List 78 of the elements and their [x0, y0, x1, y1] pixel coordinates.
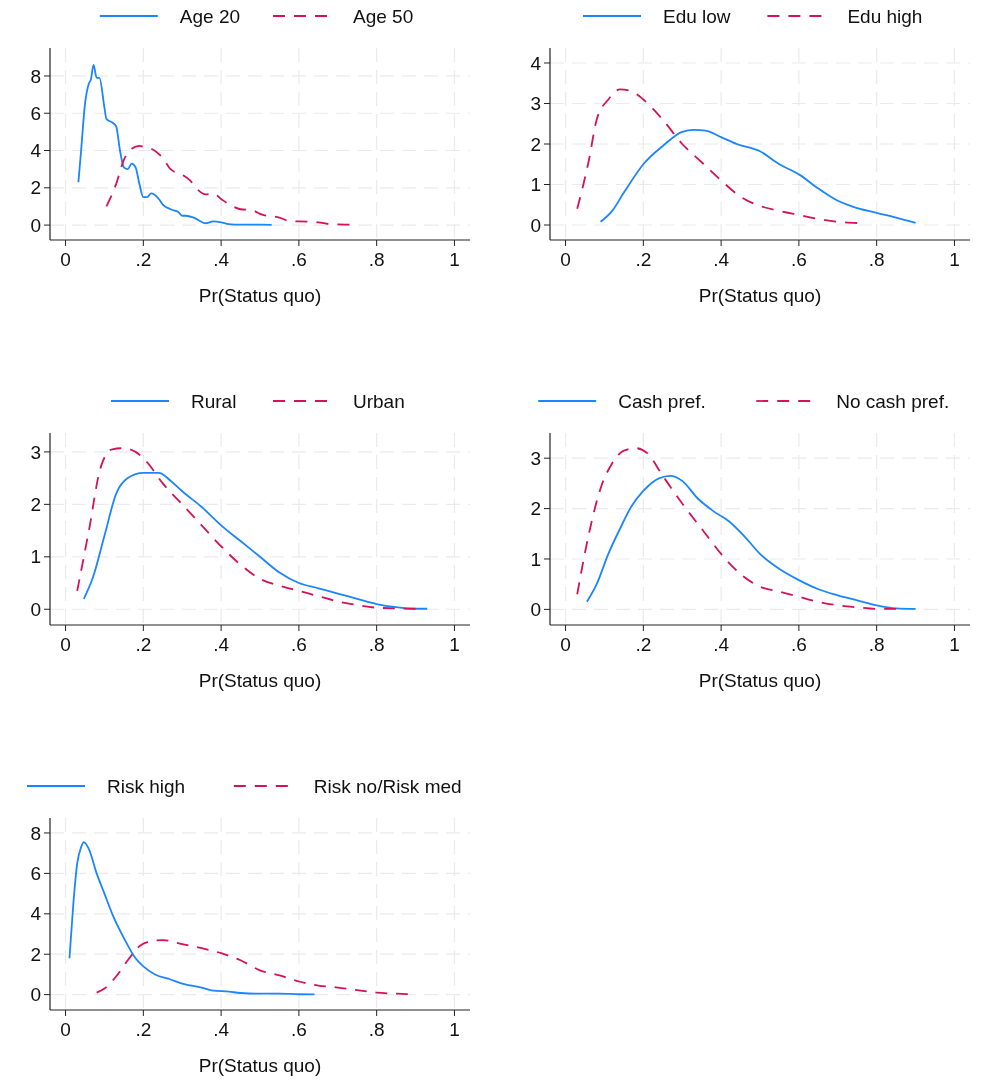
x-tick-label: .8 [368, 249, 385, 270]
y-tick-label: 3 [530, 447, 541, 469]
x-tick-label: .4 [713, 249, 730, 270]
x-tick-label: 1 [949, 249, 960, 270]
y-tick-label: 3 [530, 93, 541, 115]
y-tick-label: 4 [530, 52, 542, 74]
line-series [576, 88, 859, 224]
y-tick-label: 3 [30, 441, 41, 463]
y-tick-label: 2 [30, 177, 41, 199]
legend-label: No cash pref. [836, 390, 950, 412]
legend-label: Edu low [663, 5, 731, 27]
y-tick-label: 2 [30, 943, 41, 965]
x-tick-label: 0 [560, 634, 571, 655]
x-axis-title: Pr(Status quo) [698, 285, 822, 306]
line-series [576, 447, 898, 610]
y-tick-label: 8 [30, 65, 41, 87]
x-tick-label: 0 [60, 634, 71, 655]
line-series [77, 63, 273, 226]
x-tick-label: .6 [790, 249, 807, 270]
y-tick-label: 6 [30, 863, 41, 885]
x-tick-label: .2 [635, 249, 652, 270]
x-tick-label: 0 [60, 249, 71, 270]
x-tick-label: 0 [560, 249, 571, 270]
x-tick-label: .2 [635, 634, 652, 655]
legend-label: Edu high [847, 5, 923, 27]
legend-label: Cash pref. [618, 390, 706, 412]
y-tick-label: 0 [530, 214, 541, 236]
x-tick-label: .8 [368, 1019, 385, 1040]
line-series [105, 144, 351, 226]
x-tick-label: .2 [135, 1019, 152, 1040]
x-tick-label: .4 [213, 249, 230, 270]
legend-label: Age 20 [179, 5, 241, 27]
y-tick-label: 0 [30, 984, 41, 1006]
line-series [68, 841, 316, 996]
line-series [76, 447, 417, 610]
line-series [82, 471, 429, 610]
y-tick-label: 1 [530, 174, 541, 196]
x-axis-title: Pr(Status quo) [198, 285, 322, 306]
x-tick-label: 1 [949, 634, 960, 655]
x-axis-title: Pr(Status quo) [198, 1055, 322, 1076]
y-tick-label: 2 [530, 133, 541, 155]
y-tick-label: 1 [530, 548, 541, 570]
x-tick-label: .4 [713, 634, 730, 655]
legend-label: Rural [191, 390, 237, 412]
line-series [599, 128, 917, 224]
y-tick-label: 4 [30, 903, 42, 925]
legend-label: Urban [353, 390, 405, 412]
x-tick-label: .8 [868, 634, 885, 655]
y-tick-label: 0 [30, 214, 41, 236]
y-tick-label: 0 [30, 598, 41, 620]
legend-label: Age 50 [353, 5, 414, 27]
x-tick-label: .2 [135, 634, 152, 655]
x-axis-title: Pr(Status quo) [698, 670, 822, 691]
legend-label: Risk no/Risk med [313, 775, 462, 797]
y-tick-label: 2 [30, 493, 41, 515]
y-tick-label: 2 [530, 498, 541, 520]
y-tick-label: 0 [530, 599, 541, 621]
x-tick-label: .6 [290, 249, 307, 270]
x-tick-label: 1 [449, 634, 460, 655]
y-tick-label: 4 [30, 140, 42, 162]
y-tick-label: 8 [30, 822, 41, 844]
x-tick-label: .2 [135, 249, 152, 270]
x-tick-label: .8 [368, 634, 385, 655]
x-axis-title: Pr(Status quo) [198, 670, 322, 691]
y-tick-label: 6 [30, 102, 41, 124]
y-tick-label: 1 [30, 546, 41, 568]
x-tick-label: .4 [213, 1019, 230, 1040]
x-tick-label: .6 [290, 1019, 307, 1040]
line-series [95, 939, 409, 995]
x-tick-label: .6 [290, 634, 307, 655]
x-tick-label: 1 [449, 1019, 460, 1040]
x-tick-label: 1 [449, 249, 460, 270]
x-tick-label: .8 [868, 249, 885, 270]
legend-label: Risk high [107, 775, 186, 797]
x-tick-label: 0 [60, 1019, 71, 1040]
x-tick-label: .4 [213, 634, 230, 655]
x-tick-label: .6 [790, 634, 807, 655]
line-series [586, 474, 917, 610]
